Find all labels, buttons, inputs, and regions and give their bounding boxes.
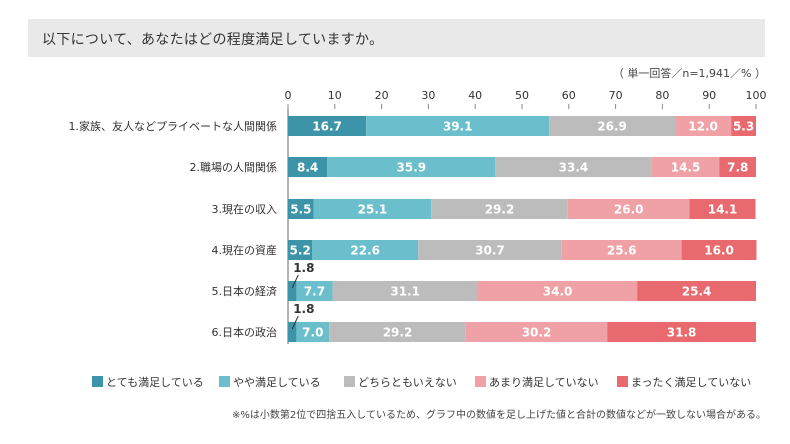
x-tick-label: 30	[421, 89, 435, 102]
legend-label: とても満足している	[106, 376, 204, 389]
x-tick-label: 40	[468, 89, 482, 102]
legend-label: まったく満足していない	[631, 376, 751, 389]
data-label: 26.0	[614, 203, 644, 217]
data-label: 29.2	[383, 326, 413, 340]
x-tick-label: 20	[375, 89, 389, 102]
data-label: 16.7	[312, 120, 342, 134]
data-label: 1.8	[293, 261, 314, 275]
data-label: 8.4	[297, 161, 318, 175]
data-label-leader	[291, 315, 299, 330]
bar-segment	[689, 199, 756, 219]
data-label: 5.2	[290, 244, 311, 258]
x-tick-label: 0	[285, 89, 292, 102]
data-label: 7.8	[727, 161, 748, 175]
data-label: 35.9	[397, 161, 427, 175]
bar-segment	[495, 157, 652, 177]
x-tick-label: 80	[655, 89, 669, 102]
data-label: 29.2	[485, 203, 515, 217]
data-label: 5.5	[290, 203, 311, 217]
x-tick-label: 70	[609, 89, 623, 102]
data-label: 39.1	[443, 120, 473, 134]
bar-segment	[313, 199, 432, 219]
bar-segment	[312, 240, 419, 260]
legend-swatch	[617, 376, 628, 387]
legend-swatch	[344, 376, 355, 387]
bar-segment	[296, 281, 333, 301]
bar-segment	[332, 281, 479, 301]
bar-segment	[651, 157, 720, 177]
bar-segment	[327, 157, 496, 177]
data-label: 34.0	[543, 285, 573, 299]
bar-segment	[288, 157, 328, 177]
data-label: 14.1	[708, 203, 738, 217]
data-label: 7.0	[302, 326, 323, 340]
page-title: 以下について、あなたはどの程度満足していますか。	[42, 32, 384, 48]
legend-swatch	[219, 376, 230, 387]
bar-segment	[288, 199, 314, 219]
bar-segment	[607, 322, 756, 342]
data-label: 5.3	[733, 120, 754, 134]
bar-segment	[561, 240, 682, 260]
x-tick-label: 90	[702, 89, 716, 102]
bar-segment	[418, 240, 562, 260]
x-tick-label: 10	[328, 89, 342, 102]
bar-segment	[719, 157, 756, 177]
bar-segment	[549, 116, 676, 136]
bar-segment	[288, 281, 297, 301]
data-label: 31.8	[667, 326, 697, 340]
bar-segment	[366, 116, 550, 136]
bar-segment	[478, 281, 638, 301]
legend-label: あまり満足していない	[489, 376, 599, 389]
category-label: 4.現在の資産	[212, 244, 278, 257]
bar-segment	[288, 240, 313, 260]
data-label: 30.2	[522, 326, 552, 340]
category-label: 2.職場の人間関係	[190, 161, 278, 174]
legend-swatch	[92, 376, 103, 387]
legend-swatch	[475, 376, 486, 387]
bar-segment	[288, 116, 367, 136]
data-label: 12.0	[688, 120, 718, 134]
bar-segment	[288, 322, 297, 342]
category-label: 3.現在の収入	[212, 203, 278, 216]
data-label: 16.0	[704, 244, 734, 258]
x-tick-label: 50	[515, 89, 529, 102]
bar-segment	[465, 322, 608, 342]
bar-segment	[329, 322, 466, 342]
data-label: 26.9	[597, 120, 627, 134]
data-label: 14.5	[671, 161, 701, 175]
bar-segment	[431, 199, 568, 219]
data-label: 30.7	[475, 244, 505, 258]
data-label: 22.6	[350, 244, 380, 258]
legend-label: やや満足している	[233, 376, 321, 389]
data-label: 25.4	[682, 285, 712, 299]
bar-segment	[681, 240, 757, 260]
data-label: 31.1	[390, 285, 420, 299]
data-label: 1.8	[293, 302, 314, 316]
stacked-bar-chart: 0 10 20 30 40 50 60 70 80 90 100 1.家族、友人などプライベートな人間…	[69, 89, 767, 389]
data-label: 33.4	[559, 161, 589, 175]
bar-segment	[567, 199, 690, 219]
data-label: 7.7	[304, 285, 325, 299]
bar-segment	[637, 281, 756, 301]
bar-segment	[296, 322, 330, 342]
bar-segment	[675, 116, 732, 136]
x-tick-label: 100	[746, 89, 767, 102]
category-label: 6.日本の政治	[212, 325, 278, 339]
data-label: 25.1	[358, 203, 388, 217]
legend-label: どちらともいえない	[358, 376, 457, 389]
footnote: ※%は小数第2位で四捨五入しているため、グラフ中の数値を足し上げた値と合計の数値…	[232, 410, 766, 421]
sample-note: （ 単一回答／n=1,941／% ）	[612, 67, 766, 80]
x-tick-label: 60	[562, 89, 576, 102]
data-label-leader	[291, 274, 299, 289]
bar-segment	[731, 116, 756, 136]
data-label: 25.6	[607, 244, 637, 258]
title-bar: 以下について、あなたはどの程度満足していますか。	[28, 19, 765, 57]
category-label: 1.家族、友人などプライベートな人間関係	[69, 119, 278, 133]
category-label: 5.日本の経済	[212, 284, 278, 298]
